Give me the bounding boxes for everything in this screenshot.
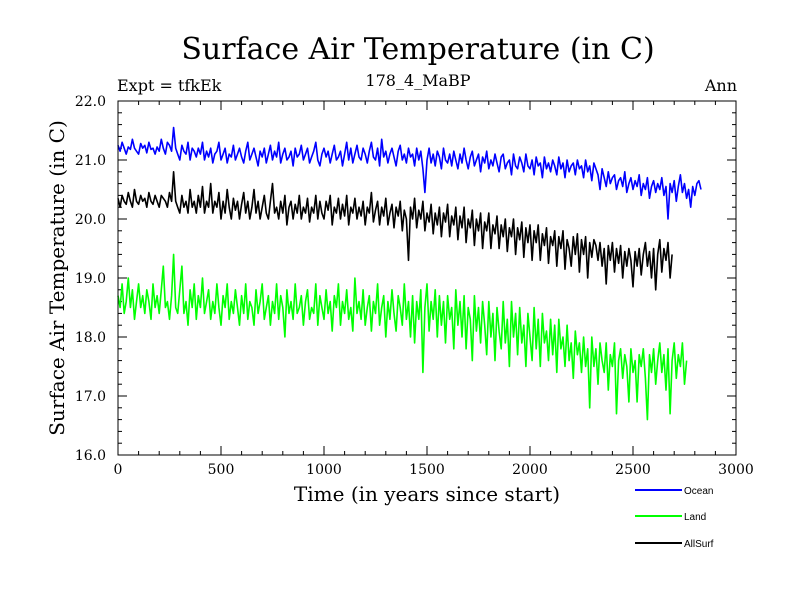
legend-label-land: Land [684, 512, 706, 523]
plot-frame [117, 100, 737, 456]
legend: Ocean Land AllSurf [635, 486, 714, 550]
run-id-label: 178_4_MaBP [365, 71, 470, 90]
x-tick-label: 1000 [306, 462, 342, 478]
legend-label-allsurf: AllSurf [684, 539, 714, 550]
series-line-allsurf [117, 171, 673, 291]
y-tick-label: 16.0 [75, 448, 106, 464]
x-tick-label: 0 [114, 462, 123, 478]
x-tick-label: 1500 [409, 462, 445, 478]
x-axis-label: Time (in years since start) [294, 482, 560, 506]
series-lines [117, 126, 702, 421]
y-tick-label: 20.0 [75, 212, 106, 228]
y-tick-label: 22.0 [75, 94, 106, 110]
legend-label-ocean: Ocean [684, 486, 713, 497]
x-tick-label: 3000 [718, 462, 754, 478]
x-tick-label: 500 [208, 462, 235, 478]
y-tick-label: 17.0 [75, 389, 106, 405]
y-axis-label: Surface Air Temperature (in C) [45, 120, 69, 436]
season-label: Ann [704, 76, 737, 95]
series-line-ocean [117, 126, 702, 220]
x-tick-label: 2500 [615, 462, 651, 478]
series-line-land [117, 253, 688, 421]
y-tick-label: 18.0 [75, 330, 106, 346]
y-tick-label: 21.0 [75, 153, 106, 169]
expt-label: Expt = tfkEk [117, 76, 222, 95]
x-tick-label: 2000 [512, 462, 548, 478]
chart-title: Surface Air Temperature (in C) [181, 32, 654, 67]
y-tick-label: 19.0 [75, 271, 106, 287]
tick-labels: 0 500 1000 1500 2000 2500 3000 16.0 17.0 18.0 19.0… [75, 94, 754, 478]
